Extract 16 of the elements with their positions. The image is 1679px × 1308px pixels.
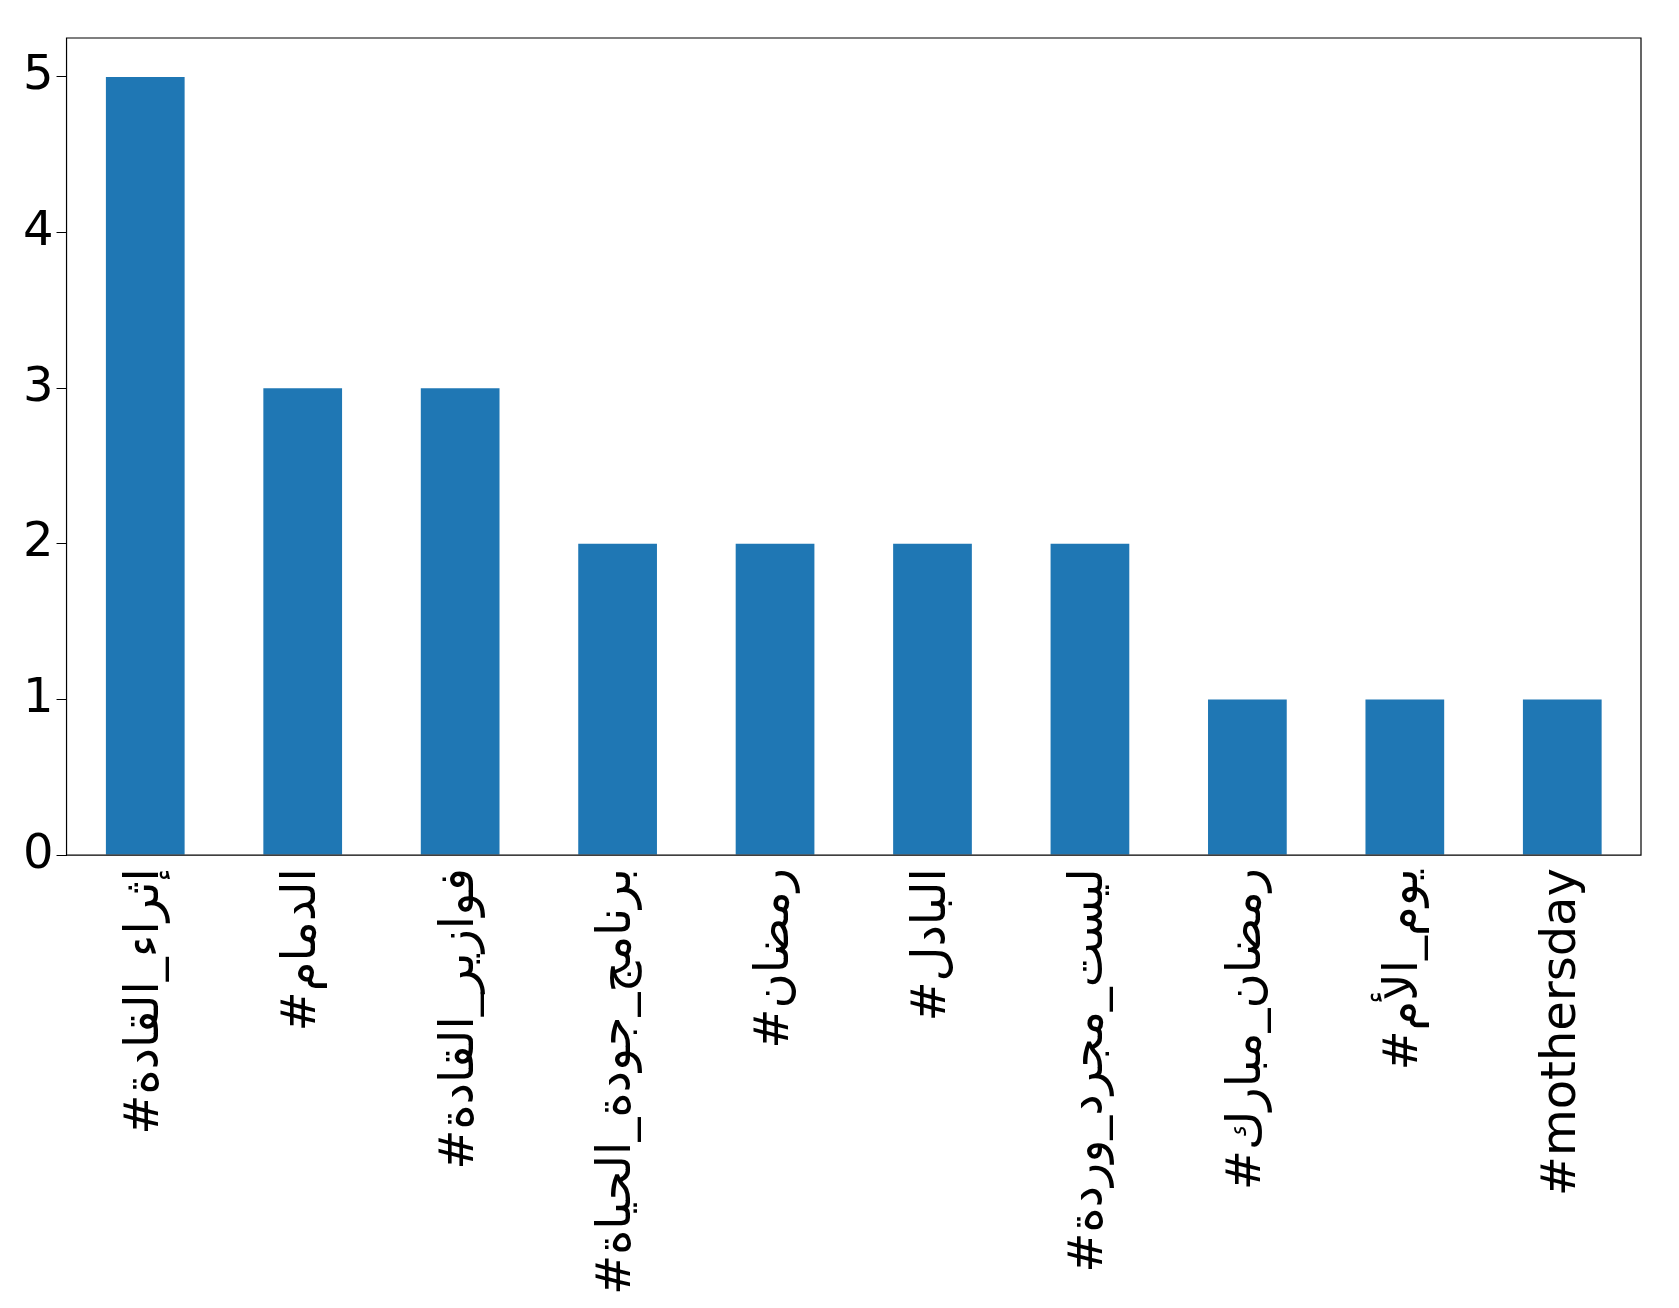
y-tick-label: 2 [22,511,54,568]
y-tick-label: 1 [22,666,54,723]
y-tick-label: 4 [22,200,54,257]
y-tick-label: 3 [22,355,54,412]
x-tick-label: #يوم_الأم [1370,868,1430,1071]
x-tick-label: #ليست_مجرد_وردة [1057,868,1115,1273]
y-tick-label: 5 [22,44,54,101]
x-tick-label: #برنامج_جودة_الحياة [585,868,643,1295]
x-tick-label: #الدمام [270,868,328,1032]
x-tick-label: #رمضان [742,868,800,1049]
y-tick-label: 0 [22,822,54,879]
x-tick-label: #رمضان_مبارك [1214,868,1272,1191]
x-tick-label: #إثراء_القادة [112,868,170,1135]
x-tick-label: #mothersday [1529,868,1586,1197]
x-tick-label: #البادل [899,868,956,1022]
x-tick-label: #فوازير_القادة [427,868,485,1170]
